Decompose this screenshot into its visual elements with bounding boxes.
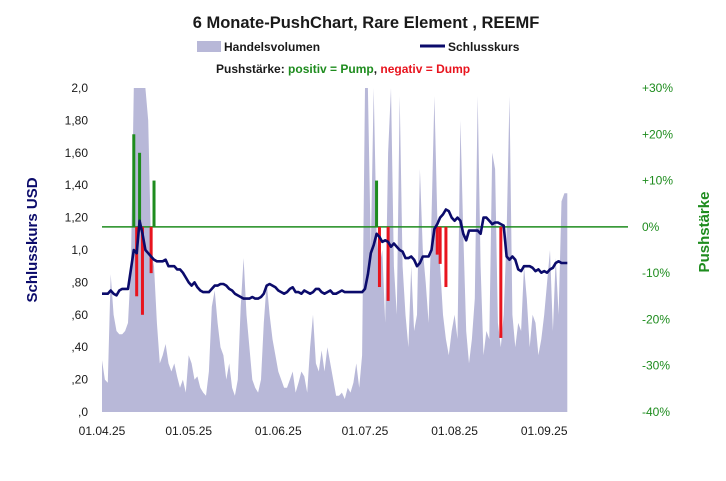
y-tick-left: 1,0 [71, 243, 88, 257]
dump-bar [435, 226, 439, 255]
dump-bar [140, 226, 144, 315]
y-tick-right: -40% [642, 405, 670, 419]
push-legend: Pushstärke: positiv = Pump, negativ = Du… [216, 62, 470, 76]
y-tick-left: ,80 [71, 275, 88, 289]
y-tick-left: 1,20 [65, 211, 89, 225]
push-legend-positive: positiv = Pump [288, 62, 374, 76]
chart-title: 6 Monate-PushChart, Rare Element , REEMF [193, 14, 540, 32]
plot-area: ,0 ,20 ,40 ,60 ,80 1,0 1,20 1,40 1,60 1,80 2,0 -40%… [65, 81, 674, 438]
y-tick-right: -10% [642, 266, 670, 280]
y-tick-left: 1,80 [65, 113, 89, 127]
y-axis-title-left: Schlusskurs USD [24, 177, 41, 302]
dump-bar [444, 226, 448, 288]
dump-bar [386, 226, 390, 301]
legend-close-label: Schlusskurs [448, 40, 520, 54]
x-tick: 01.06.25 [255, 424, 302, 438]
legend-volume-swatch [197, 41, 221, 52]
pump-bar [132, 134, 136, 227]
dump-bar [135, 226, 139, 297]
dump-bar [377, 226, 381, 288]
x-tick: 01.07.25 [342, 424, 389, 438]
push-legend-separator: , [374, 62, 381, 76]
y-tick-left: 1,40 [65, 178, 89, 192]
dump-bar [438, 226, 442, 264]
close-price-line [102, 208, 568, 300]
y-tick-left: 1,60 [65, 146, 89, 160]
dump-bar [499, 226, 503, 338]
dump-bar [149, 226, 153, 274]
y-tick-right: -30% [642, 359, 670, 373]
pump-bar [375, 180, 379, 227]
pump-bar [138, 152, 142, 227]
x-tick: 01.09.25 [521, 424, 568, 438]
legend-volume-label: Handelsvolumen [224, 40, 320, 54]
volume-area [102, 88, 568, 412]
y-tick-left: ,40 [71, 340, 88, 354]
y-tick-right: -20% [642, 312, 670, 326]
y-axis-title-right: Pushstärke [696, 192, 713, 273]
y-tick-left: ,0 [78, 405, 88, 419]
y-tick-left: ,60 [71, 308, 88, 322]
x-tick: 01.05.25 [165, 424, 212, 438]
legend: Handelsvolumen Schlusskurs [197, 40, 520, 54]
y-tick-right: +20% [642, 127, 673, 141]
x-tick: 01.04.25 [79, 424, 126, 438]
x-tick: 01.08.25 [431, 424, 478, 438]
push-legend-negative: negativ = Dump [380, 62, 470, 76]
pump-bar [152, 180, 156, 227]
y-tick-left: 2,0 [71, 81, 88, 95]
y-tick-left: ,20 [71, 373, 88, 387]
push-legend-prefix: Pushstärke: [216, 62, 288, 76]
y-tick-right: +10% [642, 174, 673, 188]
y-tick-right: 0% [642, 220, 660, 234]
y-tick-right: +30% [642, 81, 673, 95]
